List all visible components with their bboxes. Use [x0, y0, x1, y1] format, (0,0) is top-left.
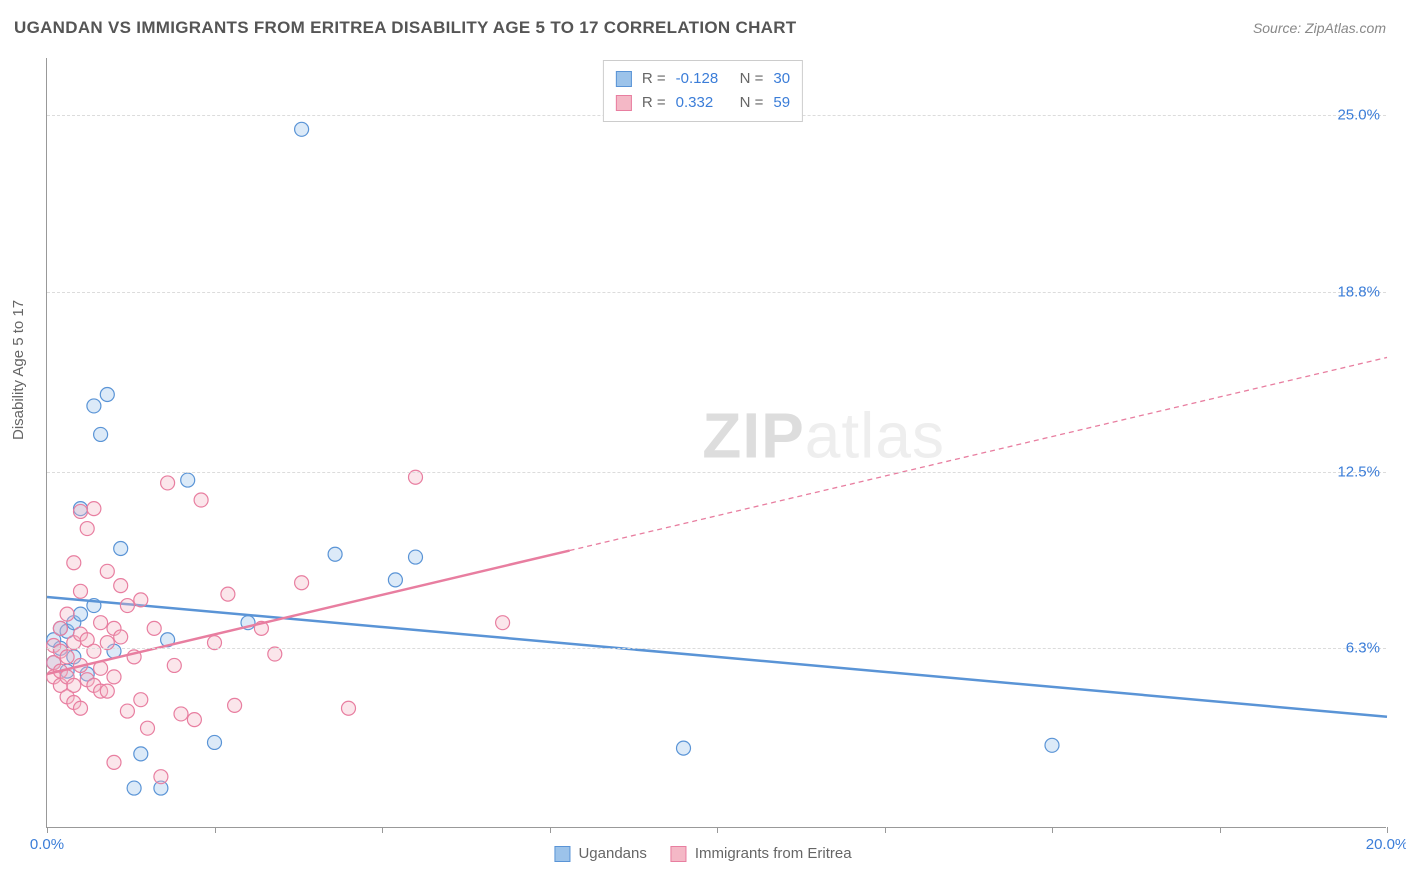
- gridline: [47, 292, 1386, 293]
- legend-correlation-row: R = 0.332 N = 59: [616, 91, 790, 115]
- scatter-point: [120, 704, 134, 718]
- scatter-point: [114, 579, 128, 593]
- scatter-point: [496, 616, 510, 630]
- scatter-point: [1045, 738, 1059, 752]
- x-tick: [1052, 827, 1053, 833]
- x-tick: [382, 827, 383, 833]
- legend-swatch: [671, 846, 687, 862]
- legend-series: Ugandans Immigrants from Eritrea: [554, 845, 851, 862]
- scatter-point: [100, 388, 114, 402]
- scatter-point: [154, 770, 168, 784]
- x-tick-label: 20.0%: [1366, 836, 1406, 853]
- y-tick-label: 12.5%: [1337, 463, 1380, 480]
- scatter-point: [74, 701, 88, 715]
- scatter-point: [134, 593, 148, 607]
- r-label: R =: [642, 67, 666, 91]
- scatter-point: [161, 476, 175, 490]
- legend-swatch: [616, 71, 632, 87]
- scatter-point: [60, 650, 74, 664]
- legend-series-label: Immigrants from Eritrea: [695, 845, 852, 862]
- x-tick: [550, 827, 551, 833]
- x-tick-label: 0.0%: [30, 836, 64, 853]
- legend-series-item: Ugandans: [554, 845, 646, 862]
- trend-line-solid: [47, 597, 1387, 717]
- n-label: N =: [740, 91, 764, 115]
- scatter-point: [67, 678, 81, 692]
- scatter-point: [114, 542, 128, 556]
- scatter-point: [194, 493, 208, 507]
- scatter-point: [107, 755, 121, 769]
- scatter-point: [295, 122, 309, 136]
- x-tick: [47, 827, 48, 833]
- scatter-point: [221, 587, 235, 601]
- chart-container: UGANDAN VS IMMIGRANTS FROM ERITREA DISAB…: [0, 0, 1406, 892]
- y-tick-label: 25.0%: [1337, 107, 1380, 124]
- n-value: 30: [773, 67, 790, 91]
- scatter-point: [100, 564, 114, 578]
- scatter-point: [100, 684, 114, 698]
- scatter-point: [187, 713, 201, 727]
- n-value: 59: [773, 91, 790, 115]
- legend-series-label: Ugandans: [578, 845, 646, 862]
- chart-title: UGANDAN VS IMMIGRANTS FROM ERITREA DISAB…: [14, 18, 797, 38]
- legend-series-item: Immigrants from Eritrea: [671, 845, 852, 862]
- scatter-point: [181, 473, 195, 487]
- scatter-point: [141, 721, 155, 735]
- scatter-point: [127, 781, 141, 795]
- scatter-point: [134, 693, 148, 707]
- scatter-point: [107, 670, 121, 684]
- gridline: [47, 472, 1386, 473]
- scatter-point: [94, 427, 108, 441]
- r-value: -0.128: [676, 67, 730, 91]
- scatter-point: [167, 658, 181, 672]
- x-tick: [1220, 827, 1221, 833]
- gridline: [47, 648, 1386, 649]
- r-label: R =: [642, 91, 666, 115]
- scatter-point: [208, 735, 222, 749]
- plot-area: ZIPatlas 6.3%12.5%18.8%25.0%0.0%20.0%: [46, 58, 1386, 828]
- scatter-point: [174, 707, 188, 721]
- scatter-point: [74, 584, 88, 598]
- scatter-point: [87, 644, 101, 658]
- y-axis-label: Disability Age 5 to 17: [10, 300, 27, 440]
- y-tick-label: 6.3%: [1346, 640, 1380, 657]
- scatter-point: [87, 399, 101, 413]
- n-label: N =: [740, 67, 764, 91]
- scatter-point: [134, 747, 148, 761]
- scatter-point: [60, 607, 74, 621]
- legend-correlation: R = -0.128 N = 30 R = 0.332 N = 59: [603, 60, 803, 122]
- x-tick: [215, 827, 216, 833]
- scatter-point: [80, 522, 94, 536]
- scatter-point: [228, 698, 242, 712]
- scatter-point: [388, 573, 402, 587]
- plot-svg: [47, 58, 1386, 827]
- legend-swatch: [616, 95, 632, 111]
- legend-swatch: [554, 846, 570, 862]
- scatter-point: [67, 556, 81, 570]
- scatter-point: [74, 504, 88, 518]
- scatter-point: [409, 550, 423, 564]
- scatter-point: [87, 502, 101, 516]
- scatter-point: [328, 547, 342, 561]
- legend-correlation-row: R = -0.128 N = 30: [616, 67, 790, 91]
- scatter-point: [677, 741, 691, 755]
- scatter-point: [120, 599, 134, 613]
- trend-line-dashed: [570, 357, 1387, 550]
- source-attribution: Source: ZipAtlas.com: [1253, 20, 1386, 36]
- x-tick: [717, 827, 718, 833]
- scatter-point: [147, 621, 161, 635]
- x-tick: [885, 827, 886, 833]
- y-tick-label: 18.8%: [1337, 283, 1380, 300]
- scatter-point: [114, 630, 128, 644]
- scatter-point: [342, 701, 356, 715]
- scatter-point: [74, 607, 88, 621]
- scatter-point: [295, 576, 309, 590]
- scatter-point: [94, 616, 108, 630]
- x-tick: [1387, 827, 1388, 833]
- r-value: 0.332: [676, 91, 730, 115]
- scatter-point: [53, 621, 67, 635]
